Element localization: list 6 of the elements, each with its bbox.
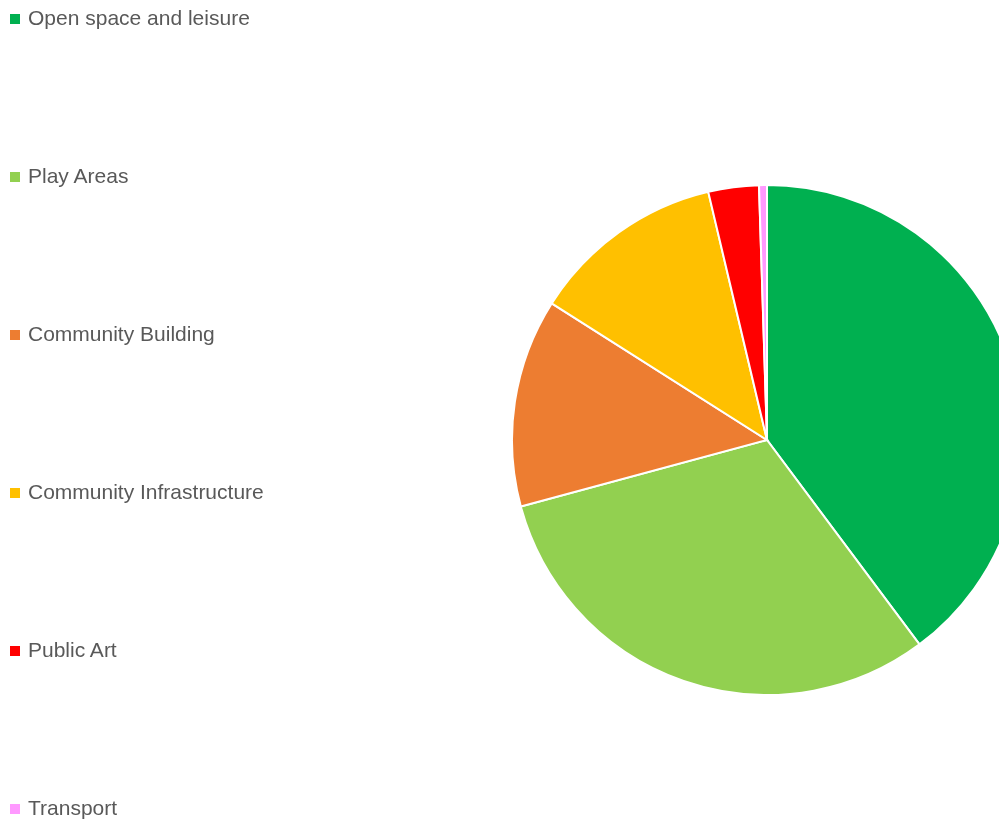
legend-label: Transport (28, 796, 118, 820)
legend-label: Community Building (28, 322, 215, 346)
legend-label: Community Infrastructure (28, 480, 264, 504)
legend-label: Play Areas (28, 164, 129, 188)
legend-label: Open space and leisure (28, 6, 250, 30)
legend-label: Public Art (28, 638, 117, 662)
